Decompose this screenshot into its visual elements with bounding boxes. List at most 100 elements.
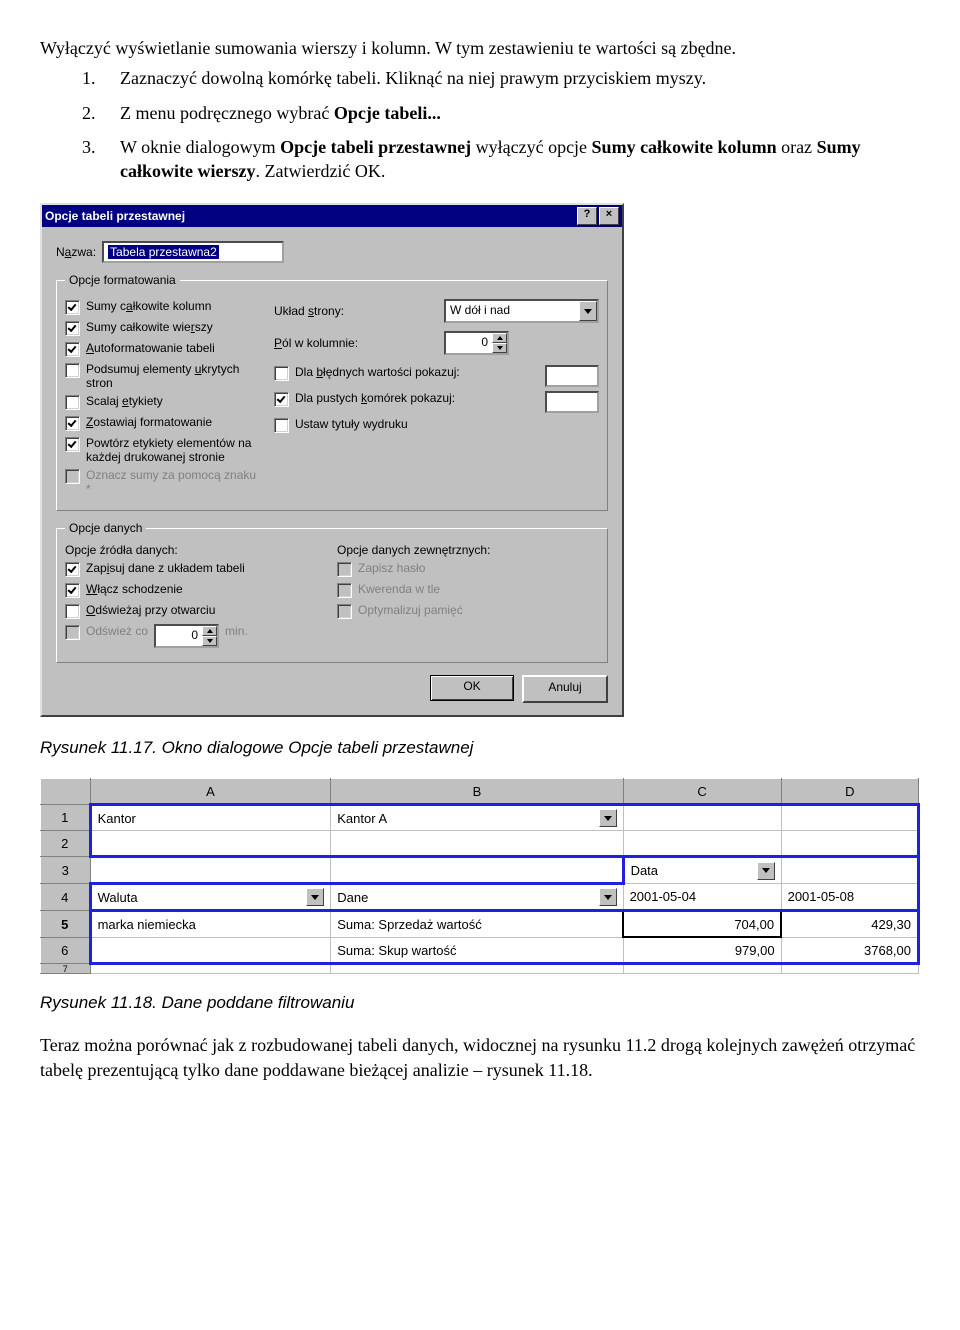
cell-D1[interactable]: [781, 805, 918, 831]
chk-refresh-every: Odśwież co 0 min.: [65, 624, 327, 648]
cell-D7[interactable]: [781, 964, 918, 974]
spin-down-icon[interactable]: [492, 343, 507, 353]
step-1: Zaznaczyć dowolną komórkę tabeli. Klikną…: [100, 66, 920, 90]
data-group: Opcje danych Opcje źródła danych: Zapisu…: [56, 521, 608, 663]
layout-label: Układ strony:: [274, 304, 444, 318]
cell-C4[interactable]: 2001-05-04: [623, 884, 781, 911]
corner-header[interactable]: [41, 779, 91, 805]
chk-refresh-open[interactable]: Odświeżaj przy otwarciu: [65, 603, 327, 620]
cell-D5[interactable]: 429,30: [781, 911, 918, 938]
cell-A6[interactable]: [90, 937, 331, 964]
row-header[interactable]: 6: [41, 937, 91, 964]
checkbox-icon: [65, 321, 80, 336]
name-input[interactable]: Tabela przestawna2: [102, 241, 284, 263]
row-header[interactable]: 2: [41, 831, 91, 857]
checkbox-icon: [65, 363, 80, 378]
cell-C5[interactable]: 704,00: [623, 911, 781, 938]
ext-label: Opcje danych zewnętrznych:: [337, 543, 599, 557]
cell-C2[interactable]: [623, 831, 781, 857]
src-label: Opcje źródła danych:: [65, 543, 327, 557]
checkbox-icon: [65, 469, 80, 484]
spin-up-icon[interactable]: [492, 333, 507, 343]
filter-dropdown-icon[interactable]: [757, 862, 775, 880]
figure-caption-17: Rysunek 11.17. Okno dialogowe Opcje tabe…: [40, 737, 920, 760]
refresh-spinner: 0: [154, 624, 219, 648]
cell-B2[interactable]: [331, 831, 623, 857]
cell-D4[interactable]: 2001-05-08: [781, 884, 918, 911]
cell-B5[interactable]: Suma: Sprzedaż wartość: [331, 911, 623, 938]
cell-A2[interactable]: [90, 831, 331, 857]
titlebar[interactable]: Opcje tabeli przestawnej ? ×: [42, 205, 622, 227]
chk-error-values[interactable]: Dla błędnych wartości pokazuj:: [274, 365, 599, 387]
col-header-D[interactable]: D: [781, 779, 918, 805]
step-2: Z menu podręcznego wybrać Opcje tabeli..…: [100, 101, 920, 125]
cell-D2[interactable]: [781, 831, 918, 857]
cell-A3[interactable]: [90, 857, 331, 884]
cell-B3[interactable]: [331, 857, 623, 884]
checkbox-icon: [65, 395, 80, 410]
cell-B1[interactable]: Kantor A: [331, 805, 623, 831]
cell-B7[interactable]: [331, 964, 623, 974]
chk-preserve-format[interactable]: Zostawiaj formatowanie: [65, 415, 264, 432]
cell-B4[interactable]: Dane: [331, 884, 623, 911]
row-header[interactable]: 1: [41, 805, 91, 831]
chk-row-totals[interactable]: Sumy całkowite wierszy: [65, 320, 264, 337]
chk-repeat-labels[interactable]: Powtórz etykiety elementów na każdej dru…: [65, 436, 264, 464]
row-header[interactable]: 3: [41, 857, 91, 884]
step-3: W oknie dialogowym Opcje tabeli przestaw…: [100, 135, 920, 184]
error-input[interactable]: [545, 365, 599, 387]
cell-D3[interactable]: [781, 857, 918, 884]
cell-C7[interactable]: [623, 964, 781, 974]
chk-autoformat[interactable]: Autoformatowanie tabeli: [65, 341, 264, 358]
cell-C6[interactable]: 979,00: [623, 937, 781, 964]
filter-dropdown-icon[interactable]: [599, 809, 617, 827]
cell-A5[interactable]: marka niemiecka: [90, 911, 331, 938]
cols-spinner[interactable]: 0: [444, 331, 509, 355]
cell-A4[interactable]: Waluta: [90, 884, 331, 911]
chk-mark-totals: Oznacz sumy za pomocą znaku *: [65, 468, 264, 496]
cell-B6[interactable]: Suma: Skup wartość: [331, 937, 623, 964]
close-button[interactable]: ×: [599, 207, 619, 225]
layout-dropdown[interactable]: W dół i nad: [444, 299, 599, 323]
col-header-B[interactable]: B: [331, 779, 623, 805]
checkbox-icon: [65, 625, 80, 640]
checkbox-icon: [337, 562, 352, 577]
help-button[interactable]: ?: [577, 207, 597, 225]
col-header-C[interactable]: C: [623, 779, 781, 805]
filter-dropdown-icon[interactable]: [306, 888, 324, 906]
data-legend: Opcje danych: [65, 521, 146, 535]
chk-bg-query: Kwerenda w tle: [337, 582, 599, 599]
col-header-A[interactable]: A: [90, 779, 331, 805]
checkbox-icon: [274, 366, 289, 381]
row-header[interactable]: 7: [41, 964, 91, 974]
cell-C1[interactable]: [623, 805, 781, 831]
chk-optimize: Optymalizuj pamięć: [337, 603, 599, 620]
chk-drill[interactable]: Włącz schodzenie: [65, 582, 327, 599]
cell-C3[interactable]: Data: [623, 857, 781, 884]
cancel-button[interactable]: Anuluj: [522, 675, 608, 703]
chk-col-totals[interactable]: Sumy całkowite kolumn: [65, 299, 264, 316]
chk-empty-cells[interactable]: Dla pustych komórek pokazuj:: [274, 391, 599, 413]
spreadsheet: A B C D 1 Kantor Kantor A 2 3 Data 4 Wal…: [40, 778, 920, 974]
checkbox-icon: [274, 418, 289, 433]
checkbox-icon: [65, 583, 80, 598]
cell-D6[interactable]: 3768,00: [781, 937, 918, 964]
filter-dropdown-icon[interactable]: [599, 888, 617, 906]
empty-input[interactable]: [545, 391, 599, 413]
chk-save-pw: Zapisz hasło: [337, 561, 599, 578]
ok-button[interactable]: OK: [430, 675, 514, 701]
checkbox-icon: [65, 562, 80, 577]
cell-A1[interactable]: Kantor: [90, 805, 331, 831]
formatting-group: Opcje formatowania Sumy całkowite kolumn…: [56, 273, 608, 511]
chk-merge-labels[interactable]: Scalaj etykiety: [65, 394, 264, 411]
checkbox-icon: [65, 437, 80, 452]
checkbox-icon: [274, 392, 289, 407]
chk-print-titles[interactable]: Ustaw tytuły wydruku: [274, 417, 599, 434]
checkbox-icon: [65, 300, 80, 315]
checkbox-icon: [337, 604, 352, 619]
chk-hidden-subtotals[interactable]: Podsumuj elementy ukrytych stron: [65, 362, 264, 390]
cell-A7[interactable]: [90, 964, 331, 974]
row-header[interactable]: 5: [41, 911, 91, 938]
row-header[interactable]: 4: [41, 884, 91, 911]
chk-save-data[interactable]: Zapisuj dane z układem tabeli: [65, 561, 327, 578]
